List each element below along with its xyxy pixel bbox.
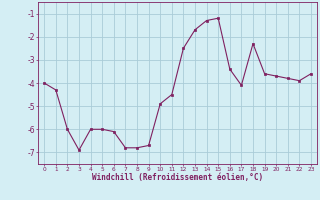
X-axis label: Windchill (Refroidissement éolien,°C): Windchill (Refroidissement éolien,°C) bbox=[92, 173, 263, 182]
